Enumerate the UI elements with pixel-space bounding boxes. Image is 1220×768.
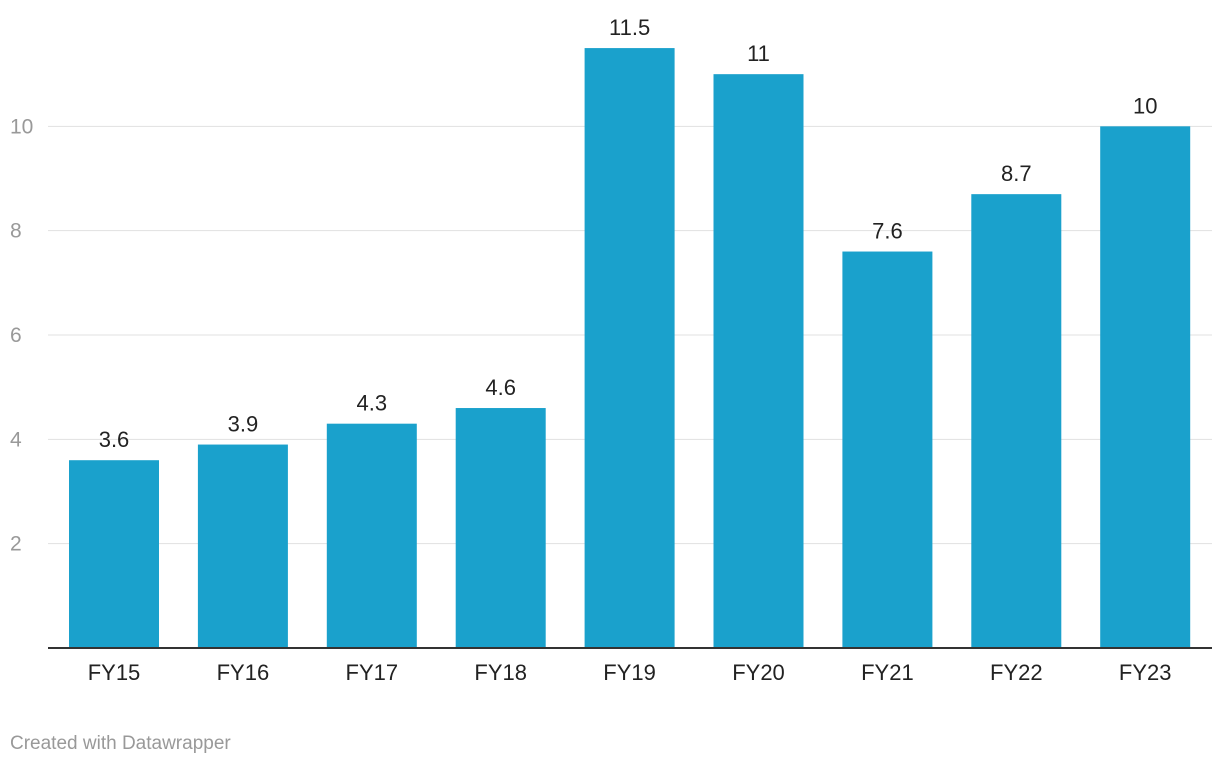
credit-footer: Created with Datawrapper <box>10 733 231 754</box>
y-tick-label: 6 <box>10 324 22 347</box>
bar-fy18 <box>455 408 546 648</box>
x-tick-label-fy20: FY20 <box>732 660 785 685</box>
x-tick-label-fy22: FY22 <box>990 660 1043 685</box>
x-axis-ticks: FY15 FY16 FY17 FY18 FY19 FY20 FY21 FY22 FY23 <box>88 660 1172 685</box>
value-labels: 3.6 3.9 4.3 4.6 11.5 11 7.6 8.7 10 <box>99 15 1158 452</box>
bar-fy23 <box>1100 126 1191 649</box>
value-label-fy16: 3.9 <box>228 412 259 437</box>
y-tick-label: 2 <box>10 533 22 556</box>
bar-fy21 <box>842 251 933 649</box>
bar-fy16 <box>197 444 288 648</box>
value-label-fy23: 10 <box>1133 93 1157 118</box>
x-tick-label-fy16: FY16 <box>217 660 270 685</box>
bar-fy19 <box>584 48 675 649</box>
y-tick-label: 10 <box>10 115 33 138</box>
value-label-fy19: 11.5 <box>609 15 650 40</box>
bar-fy22 <box>971 194 1062 648</box>
x-tick-label-fy15: FY15 <box>88 660 141 685</box>
bars <box>69 48 1191 649</box>
y-tick-label: 8 <box>10 220 22 243</box>
x-tick-label-fy19: FY19 <box>603 660 656 685</box>
bar-fy15 <box>69 460 159 648</box>
x-tick-label-fy17: FY17 <box>346 660 399 685</box>
value-label-fy17: 4.3 <box>357 391 388 416</box>
x-tick-label-fy21: FY21 <box>861 660 914 685</box>
y-tick-label: 4 <box>10 428 22 451</box>
value-label-fy22: 8.7 <box>1001 161 1032 186</box>
value-label-fy20: 11 <box>747 41 770 66</box>
x-tick-label-fy23: FY23 <box>1119 660 1172 685</box>
bar-fy20 <box>713 74 804 648</box>
value-label-fy21: 7.6 <box>872 219 903 244</box>
x-tick-label-fy18: FY18 <box>474 660 527 685</box>
value-label-fy15: 3.6 <box>99 427 130 452</box>
value-label-fy18: 4.6 <box>485 375 516 400</box>
bar-fy17 <box>326 423 417 648</box>
